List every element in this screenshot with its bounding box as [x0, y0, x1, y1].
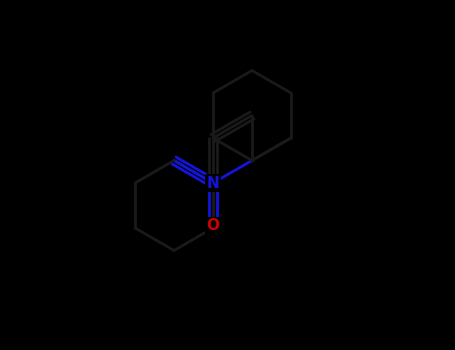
Text: N: N	[207, 175, 219, 190]
Text: O: O	[207, 218, 219, 233]
